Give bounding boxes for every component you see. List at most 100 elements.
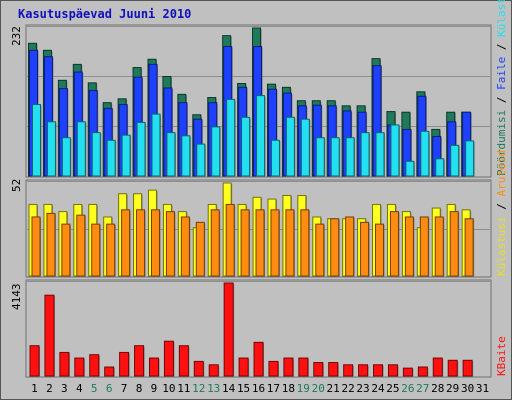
- bar-aruteid-day-7: [121, 209, 131, 277]
- x-tick-label-day-29: 29: [446, 382, 459, 395]
- bar-külastatud-lehti-day-21: [330, 137, 340, 177]
- bar-aruteid-day-29: [449, 211, 459, 277]
- legend-item-külastatud-lehti: Külastatud lehti: [495, 0, 508, 37]
- bar-aruteid-day-30: [464, 218, 474, 277]
- bar-külastatud-lehti-day-4: [76, 121, 86, 177]
- bar-külastatud-lehti-day-14: [226, 98, 236, 177]
- x-tick-label-day-17: 17: [267, 382, 280, 395]
- bar-aruteid-day-5: [91, 223, 101, 277]
- bar-külastatud-lehti-day-8: [136, 121, 146, 177]
- bar-külastatud-lehti-day-5: [91, 132, 101, 177]
- bar-kbaite-day-5: [89, 354, 100, 377]
- bar-külastatud-lehti-day-15: [241, 116, 251, 177]
- legend-middle: Külastusi / Aruteid: [495, 150, 508, 276]
- x-tick-label-day-2: 2: [46, 382, 53, 395]
- x-tick-label-day-4: 4: [76, 382, 83, 395]
- x-tick-label-day-30: 30: [461, 382, 474, 395]
- bar-kbaite-day-22: [343, 364, 354, 377]
- bar-kbaite-day-15: [238, 357, 249, 377]
- bar-kbaite-day-26: [402, 367, 413, 377]
- bar-aruteid-day-12: [195, 221, 205, 277]
- bar-aruteid-day-19: [300, 209, 310, 277]
- legend-separator: /: [495, 196, 508, 217]
- bar-aruteid-day-17: [270, 209, 280, 277]
- bar-kbaite-day-13: [208, 364, 219, 377]
- x-tick-label-day-10: 10: [162, 382, 175, 395]
- bar-kbaite-day-27: [417, 366, 428, 377]
- bar-aruteid-day-28: [434, 216, 444, 277]
- bar-külastatud-lehti-day-12: [196, 143, 206, 177]
- x-tick-label-day-6: 6: [106, 382, 113, 395]
- bar-külastatud-lehti-day-7: [121, 134, 131, 177]
- bar-kbaite-day-6: [104, 366, 115, 377]
- bar-kbaite-day-3: [59, 351, 70, 377]
- bar-kbaite-day-4: [74, 357, 85, 377]
- chart-title: Kasutuspäevad Juuni 2010: [18, 7, 192, 21]
- bar-kbaite-day-8: [134, 345, 145, 377]
- bar-aruteid-day-20: [315, 223, 325, 277]
- bar-külastatud-lehti-day-11: [181, 135, 191, 177]
- bar-kbaite-day-20: [313, 362, 324, 377]
- x-tick-label-day-16: 16: [252, 382, 265, 395]
- bar-aruteid-day-16: [255, 209, 265, 277]
- bar-aruteid-day-24: [375, 223, 385, 277]
- x-tick-label-day-12: 12: [192, 382, 205, 395]
- bar-aruteid-day-27: [419, 216, 429, 277]
- x-tick-label-day-27: 27: [416, 382, 429, 395]
- bar-külastatud-lehti-day-16: [256, 95, 266, 177]
- legend-bottom: KBaite: [495, 336, 508, 376]
- bar-külastatud-lehti-day-2: [46, 121, 56, 177]
- x-tick-label-day-7: 7: [121, 382, 128, 395]
- legend-item-faile: Faile: [495, 56, 508, 90]
- bar-aruteid-day-1: [31, 216, 41, 277]
- bar-kbaite-day-9: [148, 357, 159, 377]
- bar-külastatud-lehti-day-24: [375, 132, 385, 177]
- bar-aruteid-day-4: [76, 214, 86, 277]
- x-tick-label-day-23: 23: [356, 382, 369, 395]
- bar-külastatud-lehti-day-9: [151, 113, 161, 177]
- bar-kbaite-day-19: [298, 357, 309, 377]
- bar-kbaite-day-30: [462, 359, 473, 377]
- bar-aruteid-day-15: [240, 209, 250, 277]
- bar-kbaite-day-14: [223, 282, 234, 377]
- bar-külastatud-lehti-day-26: [405, 160, 415, 177]
- bar-külastatud-lehti-day-19: [300, 118, 310, 177]
- x-tick-label-day-18: 18: [282, 382, 295, 395]
- bar-külastatud-lehti-day-1: [32, 104, 41, 177]
- bar-külastatud-lehti-day-18: [285, 116, 295, 177]
- bar-kbaite-day-29: [447, 359, 458, 377]
- bar-aruteid-day-13: [210, 209, 220, 277]
- x-tick-label-day-25: 25: [386, 382, 399, 395]
- legend-separator: /: [495, 36, 508, 57]
- bar-aruteid-day-9: [150, 209, 160, 277]
- x-tick-label-day-22: 22: [341, 382, 354, 395]
- bar-aruteid-day-11: [180, 216, 190, 277]
- bar-aruteid-day-8: [136, 209, 146, 277]
- bar-aruteid-day-25: [389, 211, 399, 277]
- bar-aruteid-day-21: [330, 218, 340, 277]
- bar-külastatud-lehti-day-29: [450, 144, 460, 177]
- bar-külastatud-lehti-day-28: [435, 158, 445, 177]
- x-tick-label-day-8: 8: [136, 382, 143, 395]
- legend-item-kbaite: KBaite: [495, 336, 508, 376]
- bar-külastatud-lehti-day-3: [61, 137, 71, 177]
- bar-külastatud-lehti-day-20: [315, 137, 325, 177]
- bar-kbaite-day-10: [163, 340, 174, 377]
- bar-aruteid-day-23: [360, 221, 370, 277]
- bar-kbaite-day-28: [432, 357, 443, 377]
- legend-item-aruteid: Aruteid: [495, 150, 508, 197]
- bar-kbaite-day-18: [283, 357, 294, 377]
- bar-aruteid-day-14: [225, 203, 235, 277]
- bar-aruteid-day-2: [46, 212, 56, 277]
- x-tick-label-day-21: 21: [327, 382, 340, 395]
- x-tick-label-day-14: 14: [222, 382, 236, 395]
- bar-kbaite-day-25: [387, 364, 398, 377]
- bar-külastatud-lehti-day-22: [345, 137, 355, 177]
- bar-külastatud-lehti-day-25: [390, 124, 400, 177]
- bar-külastatud-lehti-day-30: [465, 140, 475, 177]
- bar-kbaite-day-17: [268, 360, 279, 377]
- x-tick-label-day-1: 1: [31, 382, 38, 395]
- x-tick-label-day-9: 9: [151, 382, 158, 395]
- x-tick-label-day-24: 24: [371, 382, 385, 395]
